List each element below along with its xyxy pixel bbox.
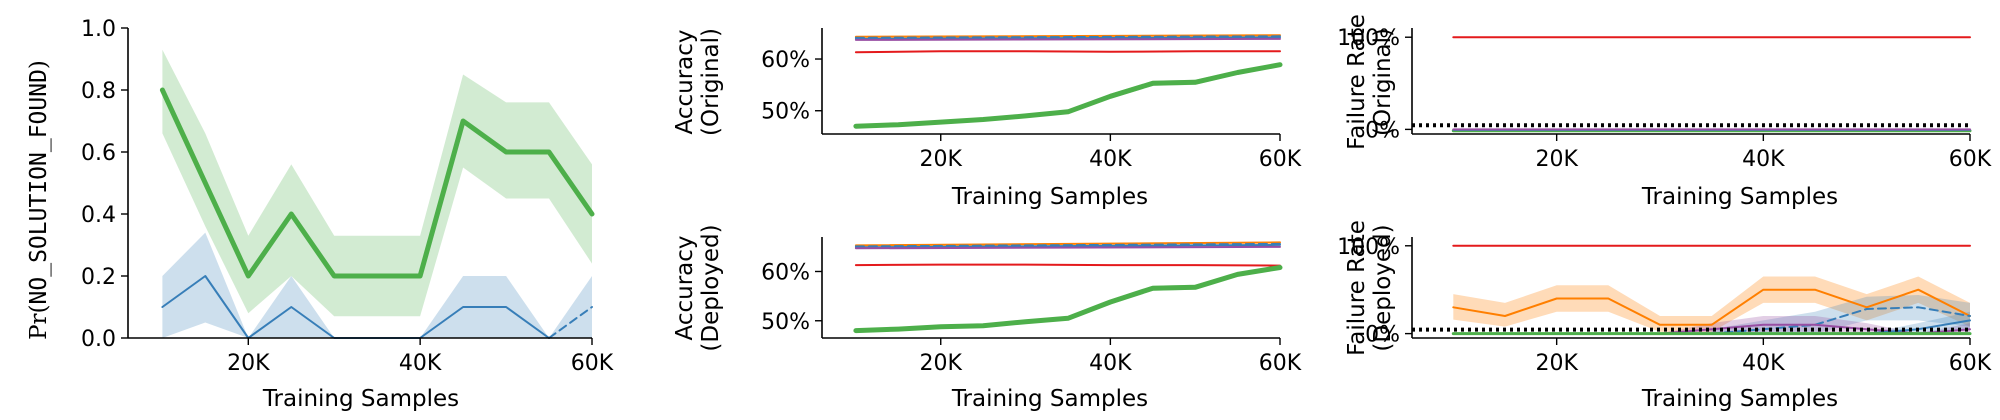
y-tick-label: 0.8 bbox=[81, 79, 116, 104]
y-axis-label-line2: (Deployed) bbox=[698, 224, 724, 351]
y-axis-label-line1: Failure Rate bbox=[1344, 14, 1370, 150]
series-2-line bbox=[1710, 306, 1971, 335]
y-tick-label: 1.0 bbox=[81, 17, 116, 42]
series-2-line bbox=[854, 243, 1281, 249]
y-tick-label: 60% bbox=[761, 260, 810, 285]
y-axis-label-suffix: ) bbox=[26, 60, 52, 69]
series-3-line bbox=[854, 245, 1281, 250]
axes: 20K 40K 60K 50% 60% bbox=[761, 28, 1302, 172]
x-tick-label: 40K bbox=[1742, 351, 1785, 376]
x-tick-label: 40K bbox=[399, 351, 442, 376]
x-tick-label: 20K bbox=[227, 351, 270, 376]
y-axis-label-line1: Accuracy bbox=[672, 235, 698, 340]
x-tick-label: 40K bbox=[1089, 147, 1132, 172]
panel-accuracy-deployed: 20K 40K 60K 50% 60% Training Samples Accurac… bbox=[672, 224, 1302, 412]
y-axis-label-line2: (Original) bbox=[698, 28, 724, 136]
series-5-line bbox=[853, 62, 1283, 129]
series-5-confidence-band bbox=[855, 62, 1280, 128]
y-tick-label: 0% bbox=[1365, 323, 1400, 348]
x-tick-label: 60K bbox=[1949, 351, 1992, 376]
series-0-line bbox=[854, 241, 1281, 247]
x-axis-label: Training Samples bbox=[951, 386, 1148, 412]
x-axis-label: Training Samples bbox=[951, 184, 1148, 210]
y-tick-label: 50% bbox=[761, 100, 810, 125]
series-4-line bbox=[854, 263, 1281, 267]
y-tick-label: 0.2 bbox=[81, 265, 116, 290]
x-tick-label: 20K bbox=[920, 351, 963, 376]
y-tick-label: 0.0 bbox=[81, 327, 116, 352]
plot-area bbox=[1412, 36, 1972, 133]
y-tick-label: 0% bbox=[1365, 118, 1400, 143]
y-axis-label-line2: (Original) bbox=[1370, 28, 1396, 136]
x-axis-label: Training Samples bbox=[1641, 184, 1838, 210]
y-axis-label-line2: (Deployed) bbox=[1370, 224, 1396, 351]
series-1-line bbox=[854, 35, 1281, 39]
x-tick-label: 40K bbox=[1742, 147, 1785, 172]
plot-area bbox=[1412, 244, 1972, 336]
panel-no-solution-found: 20K 40K 60K 0.0 0.2 0.4 0.6 0.8 1.0 Training Sam… bbox=[26, 17, 614, 412]
y-tick-label: 0.6 bbox=[81, 141, 116, 166]
y-axis-label-prefix: Pr( bbox=[26, 304, 52, 339]
series-2-line bbox=[854, 36, 1281, 40]
y-axis-label-line1: Failure Rate bbox=[1344, 220, 1370, 356]
y-tick-label: 100% bbox=[1337, 26, 1400, 51]
x-tick-label: 60K bbox=[1949, 147, 1992, 172]
x-tick-label: 20K bbox=[920, 147, 963, 172]
x-tick-label: 20K bbox=[1535, 351, 1578, 376]
series-1-confidence-band bbox=[1453, 276, 1970, 332]
y-axis-label-line1: Accuracy bbox=[672, 29, 698, 134]
axes: 20K 40K 60K 0.0 0.2 0.4 0.6 0.8 1.0 bbox=[81, 17, 614, 376]
series-4-line bbox=[854, 50, 1281, 54]
panel-accuracy-original: 20K 40K 60K 50% 60% Training Samples Accurac… bbox=[672, 28, 1302, 210]
y-tick-label: 60% bbox=[761, 48, 810, 73]
series-5-line bbox=[853, 265, 1283, 334]
x-tick-label: 60K bbox=[571, 351, 614, 376]
series-0-confidence-band bbox=[162, 49, 592, 317]
axes: 20K 40K 60K 50% 60% bbox=[761, 237, 1302, 376]
series-0-line bbox=[159, 87, 595, 279]
series-1-line bbox=[1452, 288, 1971, 326]
y-axis-label: Pr(NO_SOLUTION_FOUND) bbox=[26, 60, 52, 340]
y-tick-label: 100% bbox=[1337, 235, 1400, 260]
series-2-line bbox=[548, 306, 593, 339]
plot-area bbox=[853, 241, 1283, 334]
y-axis-label-mono: NO_SOLUTION_FOUND bbox=[26, 69, 52, 304]
x-axis-label: Training Samples bbox=[262, 386, 459, 412]
series-1-confidence-band bbox=[162, 232, 549, 338]
axes: 20K 40K 60K 0% 100% bbox=[1337, 26, 1992, 172]
y-tick-label: 0.4 bbox=[81, 203, 116, 228]
panel-failure-rate-deployed: 20K 40K 60K 0% 100% Training Samples Failure… bbox=[1337, 220, 1992, 412]
x-axis-label: Training Samples bbox=[1641, 386, 1838, 412]
axes: 20K 40K 60K 0% 100% bbox=[1337, 235, 1992, 376]
x-tick-label: 60K bbox=[1259, 147, 1302, 172]
series-3-line bbox=[854, 37, 1281, 41]
x-tick-label: 40K bbox=[1089, 351, 1132, 376]
plot-area bbox=[853, 34, 1283, 129]
y-tick-label: 50% bbox=[761, 310, 810, 335]
x-tick-label: 20K bbox=[1535, 147, 1578, 172]
x-tick-label: 60K bbox=[1259, 351, 1302, 376]
series-5-confidence-band bbox=[855, 265, 1280, 333]
series-0-line bbox=[854, 34, 1281, 38]
panel-failure-rate-original: 20K 40K 60K 0% 100% Training Samples Failure… bbox=[1337, 14, 1992, 210]
series-2-confidence-band bbox=[549, 276, 592, 338]
plot-area bbox=[159, 49, 595, 339]
